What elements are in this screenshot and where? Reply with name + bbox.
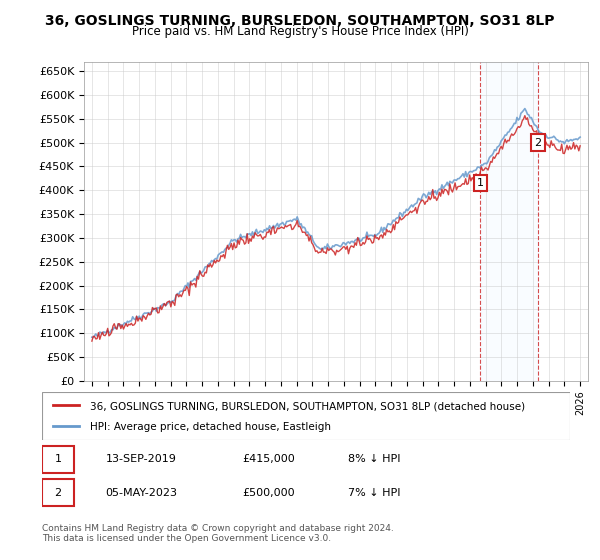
Text: Price paid vs. HM Land Registry's House Price Index (HPI): Price paid vs. HM Land Registry's House … [131, 25, 469, 38]
Text: 13-SEP-2019: 13-SEP-2019 [106, 454, 176, 464]
Text: 36, GOSLINGS TURNING, BURSLEDON, SOUTHAMPTON, SO31 8LP (detached house): 36, GOSLINGS TURNING, BURSLEDON, SOUTHAM… [89, 402, 524, 411]
Text: £415,000: £415,000 [242, 454, 295, 464]
Text: £500,000: £500,000 [242, 488, 295, 498]
Bar [481, 62, 538, 381]
FancyBboxPatch shape [42, 446, 74, 473]
Text: 05-MAY-2023: 05-MAY-2023 [106, 488, 178, 498]
Text: 7% ↓ HPI: 7% ↓ HPI [348, 488, 401, 498]
Text: Contains HM Land Registry data © Crown copyright and database right 2024.
This d: Contains HM Land Registry data © Crown c… [42, 524, 394, 543]
Text: 2: 2 [535, 138, 542, 148]
Text: 2: 2 [54, 488, 61, 498]
FancyBboxPatch shape [42, 392, 570, 440]
Text: 36, GOSLINGS TURNING, BURSLEDON, SOUTHAMPTON, SO31 8LP: 36, GOSLINGS TURNING, BURSLEDON, SOUTHAM… [45, 14, 555, 28]
FancyBboxPatch shape [42, 479, 74, 506]
Text: 1: 1 [477, 178, 484, 188]
Text: 8% ↓ HPI: 8% ↓ HPI [348, 454, 401, 464]
Text: HPI: Average price, detached house, Eastleigh: HPI: Average price, detached house, East… [89, 422, 331, 432]
Text: 1: 1 [55, 454, 61, 464]
